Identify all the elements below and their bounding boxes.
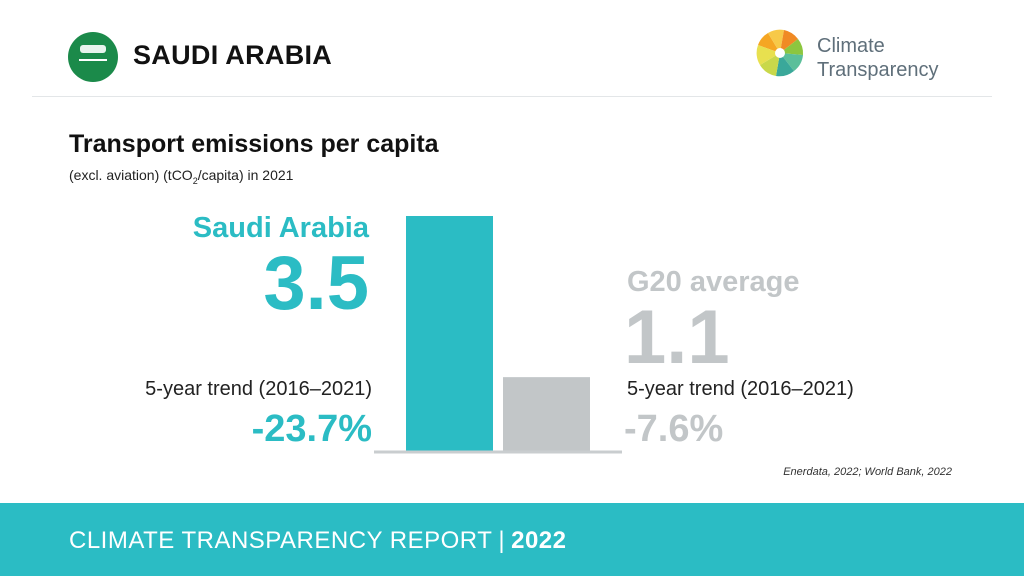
flag-sword xyxy=(79,59,107,61)
logo-line-1: Climate xyxy=(817,35,885,57)
logo-line-2: Transparency xyxy=(817,59,939,81)
saudi-flag-icon xyxy=(68,32,118,82)
footer-year: 2022 xyxy=(511,527,567,554)
bar-g20-average xyxy=(503,377,590,451)
flag-script xyxy=(80,45,106,53)
chart-title: Transport emissions per capita xyxy=(69,130,439,158)
subtitle-subscript: 2 xyxy=(192,175,198,186)
g20-category-label: G20 average xyxy=(627,266,800,298)
footer-report-title: CLIMATE TRANSPARENCY REPORT xyxy=(69,527,493,554)
saudi-trend-label: 5-year trend (2016–2021) xyxy=(145,378,372,400)
saudi-trend-value: -23.7% xyxy=(251,408,372,450)
header: SAUDI ARABIA Climate Transparency xyxy=(0,0,1024,96)
g20-trend-label: 5-year trend (2016–2021) xyxy=(627,378,854,400)
g20-trend-value: -7.6% xyxy=(624,408,724,450)
header-divider xyxy=(32,96,992,97)
subtitle-prefix: (excl. aviation) (tCO xyxy=(69,167,193,183)
subtitle-suffix: /capita) in 2021 xyxy=(197,167,294,183)
source-note: Enerdata, 2022; World Bank, 2022 xyxy=(783,466,952,478)
country-title: SAUDI ARABIA xyxy=(133,40,333,70)
bar-chart xyxy=(374,216,622,454)
bar-saudi-arabia xyxy=(406,216,493,451)
footer-separator: | xyxy=(498,527,506,554)
footer-text: CLIMATE TRANSPARENCY REPORT | 2022 xyxy=(69,527,567,555)
g20-value-label: 1.1 xyxy=(624,295,730,380)
climate-transparency-logo-icon xyxy=(756,29,804,77)
logo-text: Climate Transparency xyxy=(817,34,939,82)
footer: CLIMATE TRANSPARENCY REPORT | 2022 xyxy=(0,503,1024,576)
chart-subtitle: (excl. aviation) (tCO2/capita) in 2021 xyxy=(69,167,293,186)
saudi-value-label: 3.5 xyxy=(263,241,369,326)
saudi-category-label: Saudi Arabia xyxy=(192,212,369,244)
